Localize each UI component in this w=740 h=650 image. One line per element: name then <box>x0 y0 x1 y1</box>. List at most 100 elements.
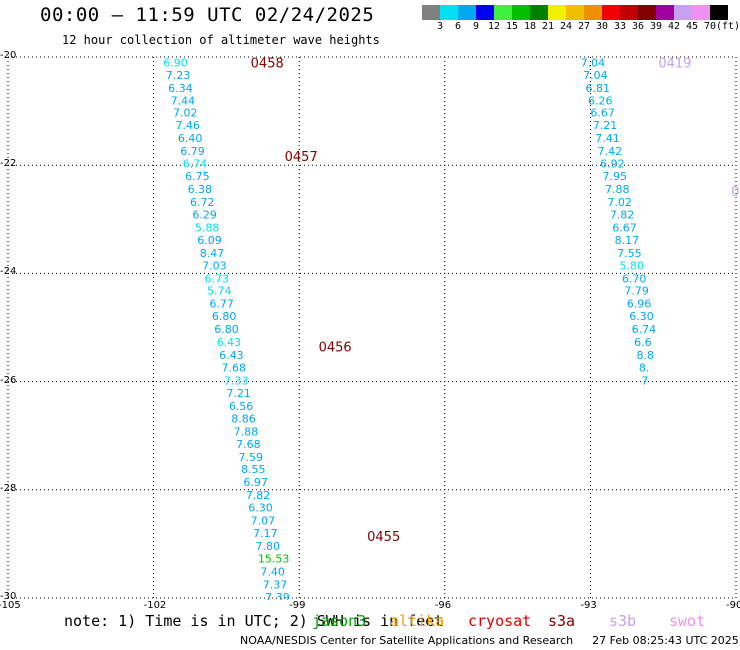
wave-height-point: 6.72 <box>190 196 215 209</box>
wave-height-point: 7.21 <box>593 119 618 132</box>
latitude-tick-label: -30 <box>0 591 17 602</box>
wave-height-point: 5.88 <box>195 221 220 234</box>
wave-height-point: 7.68 <box>222 362 247 375</box>
wave-height-point: 7.17 <box>253 527 277 540</box>
wave-height-point: 6.6 <box>634 336 652 349</box>
legend-swatch <box>494 5 512 20</box>
color-legend <box>422 5 728 20</box>
wave-height-point: 7.40 <box>260 565 285 578</box>
satellite-legend-jason3: jason3 <box>312 612 367 630</box>
pass-time-label: 0419 <box>658 56 691 71</box>
wave-height-point: 6.29 <box>192 208 217 221</box>
legend-swatch <box>638 5 656 20</box>
longitude-tick-label: -96 <box>434 600 452 611</box>
wave-height-point: 6.79 <box>180 145 205 158</box>
legend-swatch <box>602 5 620 20</box>
legend-swatch <box>566 5 584 20</box>
credit-line: NOAA/NESDIS Center for Satellite Applica… <box>240 634 739 647</box>
wave-height-point: 7.95 <box>603 170 628 183</box>
wave-height-point: 6.90 <box>163 56 188 69</box>
wave-height-point: 6.75 <box>185 170 210 183</box>
wave-height-point: 7.03 <box>202 259 227 272</box>
legend-swatch-label: (ft) <box>715 21 740 32</box>
wave-height-point: 7.02 <box>607 196 632 209</box>
wave-height-point: 7.80 <box>256 540 281 553</box>
satellite-legend-altika: altika <box>390 612 445 630</box>
wave-height-point: 7.07 <box>251 515 276 528</box>
map-title: 00:00 – 11:59 UTC 02/24/2025 <box>40 4 375 26</box>
legend-swatch-label: 70 <box>703 21 717 32</box>
wave-height-point: 7.04 <box>581 56 606 69</box>
wave-height-point: 7.23 <box>166 69 191 82</box>
wave-height-point: 8.17 <box>615 234 640 247</box>
longitude-tick-label: -105 <box>0 600 21 611</box>
longitude-tick-label: -93 <box>580 600 597 611</box>
wave-height-point: 6.09 <box>197 234 222 247</box>
wave-height-point: 6.30 <box>248 502 272 515</box>
latitude-tick-label: -20 <box>0 50 17 61</box>
wave-height-point: 6.73 <box>205 272 230 285</box>
wave-height-point: 7.44 <box>171 94 196 107</box>
wave-height-point: 7.21 <box>226 387 251 400</box>
pass-time-label: 0457 <box>285 150 318 165</box>
legend-swatch-label: 30 <box>595 21 609 32</box>
longitude-tick-label: -99 <box>289 600 306 611</box>
legend-swatch-label: 45 <box>685 21 699 32</box>
wave-height-point: 6.96 <box>627 298 652 311</box>
wave-height-point: 8.55 <box>241 463 266 476</box>
legend-swatch <box>692 5 710 20</box>
wave-height-point: 7.04 <box>583 69 608 82</box>
wave-height-point: 6.80 <box>214 323 239 336</box>
legend-swatch-label: 15 <box>505 21 519 32</box>
wave-height-point: 7.59 <box>239 451 263 464</box>
wave-height-point: 7.88 <box>605 183 630 196</box>
legend-swatch <box>512 5 530 20</box>
credit-text: NOAA/NESDIS Center for Satellite Applica… <box>240 634 574 647</box>
legend-swatch-label: 9 <box>472 21 480 32</box>
wave-height-point: 6.77 <box>209 298 234 311</box>
legend-swatch-label: 12 <box>487 21 501 32</box>
wave-height-point: 6.92 <box>600 158 625 171</box>
wave-height-point: 7.82 <box>246 489 271 502</box>
wave-height-point: 6.26 <box>588 94 613 107</box>
legend-swatch-label: 39 <box>649 21 663 32</box>
wave-height-point: 15.53 <box>258 553 290 566</box>
wave-height-point: 6.43 <box>219 349 244 362</box>
map-subtitle: 12 hour collection of altimeter wave hei… <box>62 33 380 47</box>
wave-height-point: 6.80 <box>212 310 237 323</box>
longitude-tick-label: -90 <box>726 600 740 611</box>
credit-timestamp: 27 Feb 08:25:43 UTC 2025 <box>592 634 739 647</box>
latitude-tick-label: -24 <box>0 266 17 278</box>
satellite-legend-s3a: s3a <box>548 612 576 630</box>
wave-height-point: 6.70 <box>622 272 647 285</box>
wave-height-point: 7.41 <box>595 132 620 145</box>
wave-height-point: 7.37 <box>263 578 288 591</box>
wave-height-point: 6.74 <box>632 323 657 336</box>
wave-height-point: 8.8 <box>637 349 655 362</box>
wave-height-point: 6.56 <box>229 400 254 413</box>
pass-time-label: 0456 <box>319 340 352 355</box>
legend-swatch <box>584 5 602 20</box>
wave-height-point: 8. <box>639 362 650 375</box>
pass-time-label: 0458 <box>251 56 284 71</box>
legend-swatch <box>710 5 728 20</box>
legend-swatch <box>656 5 674 20</box>
wave-height-point: 7.88 <box>234 425 259 438</box>
wave-height-point: 8.47 <box>200 247 225 260</box>
latitude-tick-label: -22 <box>0 158 17 170</box>
wave-height-point: 7.82 <box>610 208 635 221</box>
wave-height-point: 5.80 <box>620 259 645 272</box>
pass-time-label: 0455 <box>367 530 400 545</box>
wave-height-point: 7.39 <box>265 591 290 604</box>
wave-height-point: 5.74 <box>207 285 232 298</box>
satellite-legend-cryosat: cryosat <box>468 612 532 630</box>
legend-swatch-label: 6 <box>454 21 462 32</box>
wave-height-point: 7.42 <box>598 145 623 158</box>
wave-height-point: 6.81 <box>586 82 611 95</box>
wave-height-point: 6.67 <box>590 107 615 120</box>
wave-height-point: 7.55 <box>617 247 642 260</box>
legend-swatch-label: 21 <box>541 21 555 32</box>
wave-height-point: 6.74 <box>183 158 208 171</box>
wave-height-point: 7.79 <box>624 285 649 298</box>
